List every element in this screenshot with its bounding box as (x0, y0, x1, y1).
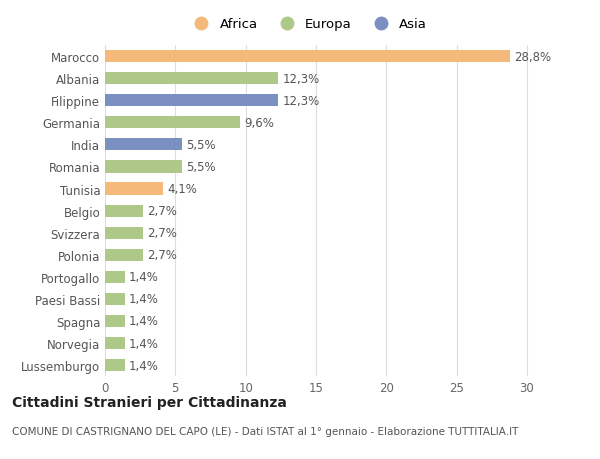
Text: COMUNE DI CASTRIGNANO DEL CAPO (LE) - Dati ISTAT al 1° gennaio - Elaborazione TU: COMUNE DI CASTRIGNANO DEL CAPO (LE) - Da… (12, 426, 518, 436)
Text: 4,1%: 4,1% (167, 183, 197, 196)
Text: 9,6%: 9,6% (244, 117, 274, 129)
Bar (105, 227, 143, 239)
Bar (105, 161, 182, 173)
Legend: Africa, Europa, Asia: Africa, Europa, Asia (182, 13, 433, 36)
Bar (105, 271, 125, 283)
Text: 1,4%: 1,4% (129, 271, 159, 284)
Bar (105, 139, 182, 151)
Bar (105, 117, 240, 129)
Bar (105, 337, 125, 349)
Text: 12,3%: 12,3% (282, 95, 319, 107)
Text: 5,5%: 5,5% (187, 161, 216, 174)
Text: Cittadini Stranieri per Cittadinanza: Cittadini Stranieri per Cittadinanza (12, 395, 287, 409)
Text: 2,7%: 2,7% (147, 205, 177, 218)
Text: 2,7%: 2,7% (147, 227, 177, 240)
Text: 1,4%: 1,4% (129, 315, 159, 328)
Bar (105, 249, 143, 261)
Bar (105, 51, 510, 63)
Bar (105, 315, 125, 327)
Bar (105, 95, 278, 107)
Bar (105, 205, 143, 217)
Text: 1,4%: 1,4% (129, 293, 159, 306)
Bar (105, 183, 163, 195)
Text: 28,8%: 28,8% (514, 50, 551, 63)
Text: 2,7%: 2,7% (147, 249, 177, 262)
Text: 12,3%: 12,3% (282, 73, 319, 85)
Text: 1,4%: 1,4% (129, 337, 159, 350)
Text: 5,5%: 5,5% (187, 139, 216, 151)
Bar (105, 293, 125, 305)
Text: 1,4%: 1,4% (129, 359, 159, 372)
Bar (105, 359, 125, 371)
Bar (105, 73, 278, 85)
